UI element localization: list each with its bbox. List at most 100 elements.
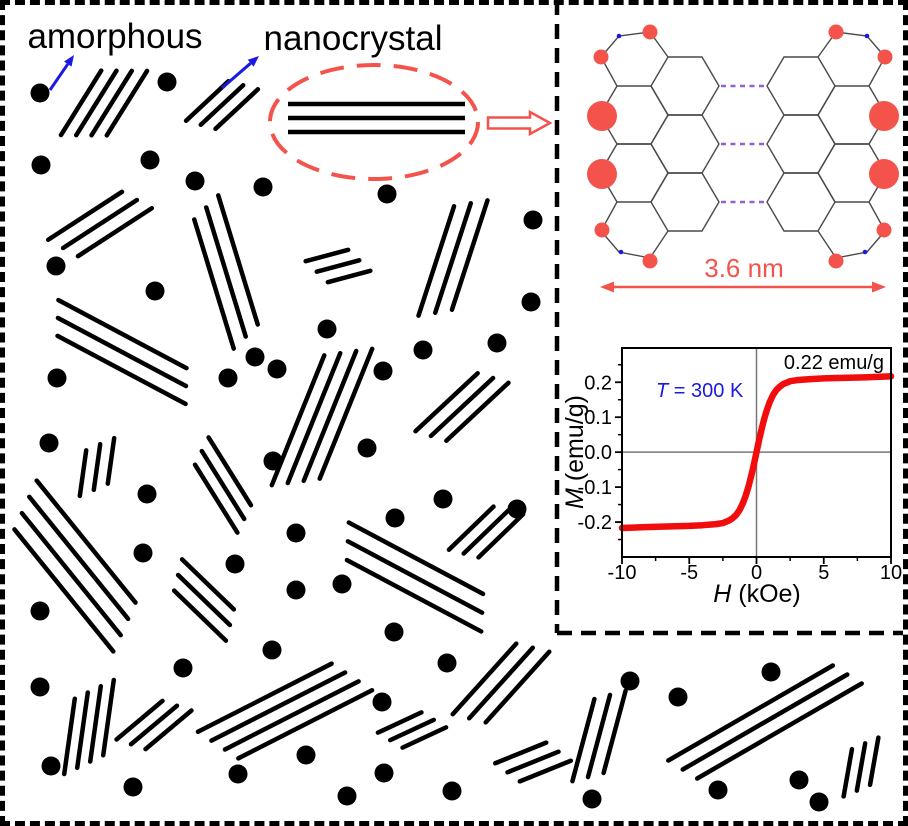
- large-red-atom: [869, 101, 899, 131]
- small-red-atom: [594, 222, 610, 238]
- nanocrystal-line-group: [269, 346, 375, 488]
- x-tick-label: -10: [608, 562, 637, 584]
- annotation-arrow: [48, 63, 70, 91]
- amorphous-dot: [521, 292, 541, 312]
- nanocrystal-line: [175, 572, 233, 628]
- amorphous-dot: [373, 361, 393, 381]
- nanocrystal-line: [192, 462, 240, 535]
- edge-bond-chain: [600, 201, 669, 259]
- blue-atom: [618, 249, 624, 255]
- nanocrystal-line: [301, 348, 359, 484]
- amorphous-dot: [708, 780, 728, 800]
- chart-x-axis-label: H (kOe): [713, 580, 801, 608]
- nanocrystal-line: [428, 375, 496, 439]
- nanocrystal-line-group: [192, 435, 254, 535]
- amorphous-dot: [185, 171, 205, 191]
- nanocrystal-line: [91, 441, 103, 493]
- amorphous-dot: [173, 658, 193, 678]
- nanocrystal-line: [19, 510, 123, 638]
- nanocrystal-line: [55, 315, 189, 389]
- nanocrystal-line: [179, 557, 237, 612]
- nanocrystal-line-group: [183, 78, 261, 132]
- nanocrystal-line-group: [77, 435, 117, 499]
- callout-layer: [48, 55, 553, 181]
- nanocrystal-line: [466, 645, 536, 721]
- nanocrystal-line: [89, 68, 135, 138]
- nanocrystal-line: [236, 687, 375, 761]
- amorphous-dot: [582, 789, 602, 809]
- nanocrystal-line: [416, 204, 457, 318]
- nanocrystal-line-group: [841, 735, 881, 799]
- nanocrystal-line-group: [55, 297, 189, 407]
- nanocrystal-line-group: [666, 663, 864, 781]
- small-red-atom: [828, 253, 844, 269]
- amorphous-dot: [437, 653, 457, 673]
- amorphous-dot: [267, 359, 287, 379]
- amorphous-dot: [337, 786, 357, 806]
- x-tick-label: 0: [751, 562, 762, 584]
- molecule-fragment-left: [587, 24, 720, 269]
- annotation-arrowhead: [64, 55, 74, 67]
- nanocrystal-line: [285, 350, 343, 486]
- nanocrystal-line: [60, 197, 140, 251]
- amorphous-dot: [225, 554, 245, 574]
- amorphous-dot: [374, 763, 394, 783]
- amorphous-dot: [761, 662, 781, 682]
- nanocrystal-line: [192, 217, 236, 351]
- nanocrystal-line: [34, 478, 138, 605]
- nanocrystal-line: [346, 520, 486, 597]
- chart-layer: -10 -5 0 5 10 0.2 0.1 0.0 -0.1 -0.2: [578, 347, 902, 584]
- nanocrystal-line: [413, 370, 480, 434]
- nanocrystal-line: [87, 683, 104, 764]
- y-tick-label: 0.1: [584, 407, 612, 429]
- x-tick-label: 10: [880, 562, 902, 584]
- nanocrystal-line-group: [45, 189, 155, 259]
- nanocrystal-line: [666, 663, 836, 763]
- nanocrystal-line-group: [375, 710, 449, 750]
- amorphous-dot: [46, 256, 66, 276]
- nanocrystal-line-group: [12, 478, 138, 654]
- blue-atom: [862, 249, 868, 255]
- nanocrystal-line: [867, 735, 881, 788]
- nanocrystal-line: [206, 435, 254, 508]
- amorphous-dot: [668, 687, 688, 707]
- matrix-layer: [12, 68, 881, 812]
- amorphous-dot: [487, 333, 507, 353]
- nanocrystal-line: [432, 201, 474, 315]
- nanocrystal-line: [12, 527, 116, 654]
- large-red-atom: [869, 159, 899, 189]
- nanocrystal-line: [375, 710, 424, 735]
- amorphous-dot: [433, 489, 453, 509]
- small-red-atom: [593, 49, 609, 65]
- nanocrystal-line: [209, 670, 348, 743]
- y-axis-unit: (emu/g): [561, 395, 589, 488]
- amorphous-label: amorphous: [27, 17, 202, 56]
- amorphous-dot: [357, 438, 377, 458]
- nanocrystal-line-group: [416, 198, 490, 318]
- nanocrystal-line: [400, 725, 449, 750]
- large-red-atom: [587, 101, 617, 131]
- temp-value: = 300 K: [668, 380, 744, 402]
- hexagon-ring: [766, 114, 836, 174]
- nanocrystal-highlight-ellipse: [268, 63, 480, 181]
- nanocrystal-line: [128, 703, 180, 747]
- nanocrystal-line-group: [570, 688, 628, 784]
- nanocrystal-line: [183, 78, 231, 123]
- nanocrystal-line: [841, 746, 855, 799]
- amorphous-dot: [133, 543, 153, 563]
- amorphous-dot: [47, 368, 67, 388]
- molecule-layer: [587, 24, 899, 293]
- nanocrystal-line: [449, 198, 490, 312]
- nanocrystal-line: [492, 740, 549, 766]
- amorphous-dot: [384, 622, 404, 642]
- nanocrystal-line: [325, 268, 373, 285]
- nanocrystal-line-group: [61, 677, 117, 777]
- amorphous-dot: [157, 72, 177, 92]
- x-axis-symbol: H: [713, 580, 732, 608]
- chart-saturation-annotation: 0.22 emu/g: [784, 352, 884, 374]
- amorphous-dot: [123, 777, 143, 797]
- nanocrystal-line-group: [344, 520, 486, 634]
- amorphous-dot: [31, 155, 51, 175]
- amorphous-dot: [377, 184, 397, 204]
